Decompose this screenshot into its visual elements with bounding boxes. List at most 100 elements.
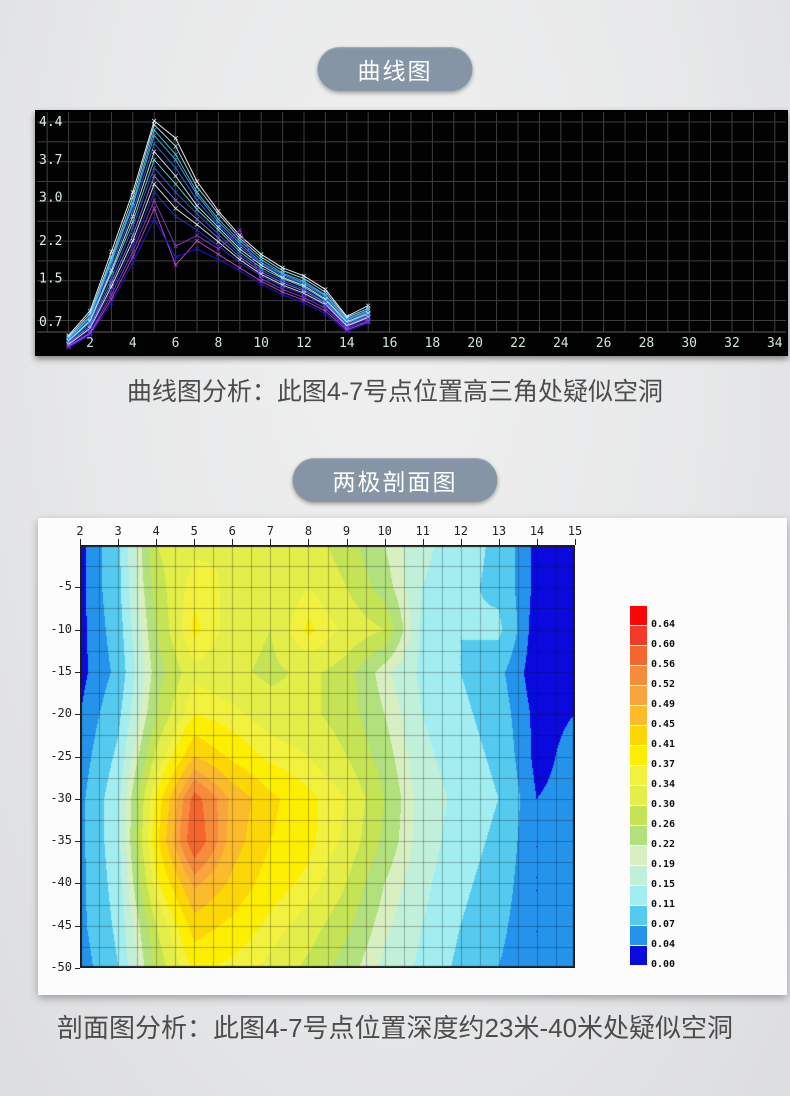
profile-x-tick-label: 14 <box>529 524 545 538</box>
profile-y-tickmark <box>75 756 80 758</box>
legend-swatch <box>630 686 647 705</box>
curve-y-tick-label: 3.7 <box>39 153 62 168</box>
legend-swatch <box>630 666 647 685</box>
profile-y-tick-label: -5 <box>57 579 72 594</box>
profile-x-tick-label: 8 <box>304 524 313 538</box>
profile-x-tick-label: 3 <box>114 524 122 538</box>
curve-series-markers <box>66 173 371 346</box>
curve-x-tick-label: 18 <box>425 336 441 351</box>
curve-x-tick-label: 10 <box>253 336 269 351</box>
profile-y-tickmark <box>75 968 80 969</box>
curve-chart-svg: 4.43.73.02.21.50.72 4 6 8 10 12 14 16 18 20 22 24 26… <box>35 110 788 356</box>
curve-analysis-text: 曲线图分析：此图4-7号点位置高三角处疑似空洞 <box>126 378 664 406</box>
curve-x-tick-label: 30 <box>681 336 697 351</box>
legend-swatch <box>630 786 647 805</box>
profile-y-tickmark <box>75 883 80 885</box>
legend-label: 0.45 <box>651 719 676 730</box>
profile-x-tickmark <box>384 539 386 545</box>
legend-label: 0.22 <box>651 839 676 850</box>
curve-y-tick-label: 2.2 <box>39 234 62 249</box>
profile-x-tick-label: 5 <box>190 524 198 538</box>
curve-x-tick-label: 20 <box>467 336 483 351</box>
profile-y-tickmark <box>75 671 80 673</box>
curve-x-tick-label: 8 <box>214 336 222 351</box>
profile-y-tick-label: -40 <box>50 875 72 890</box>
profile-x-tickmark <box>460 539 462 545</box>
curve-x-tick-label: 28 <box>639 336 655 351</box>
profile-section-badge: 两极剖面图 <box>292 458 498 502</box>
legend-label: 0.41 <box>651 739 676 750</box>
legend-swatch <box>630 806 647 825</box>
profile-x-tickmark <box>575 539 576 545</box>
curve-series-markers <box>66 157 371 344</box>
legend-swatch <box>630 606 647 625</box>
legend-swatch <box>630 646 647 665</box>
curve-series-markers <box>66 181 371 347</box>
profile-x-tickmark <box>498 539 500 545</box>
legend-label: 0.26 <box>651 819 676 830</box>
legend-swatch <box>630 766 647 785</box>
profile-x-tickmark <box>270 539 272 545</box>
curve-y-tick-label: 4.4 <box>39 115 63 130</box>
legend-label: 0.34 <box>651 779 676 790</box>
curve-x-tick-label: 4 <box>129 336 137 351</box>
profile-x-tickmark <box>422 539 424 545</box>
curve-x-tick-label: 16 <box>382 336 398 351</box>
legend-label: 0.60 <box>651 639 676 650</box>
curve-y-tick-label: 1.5 <box>39 272 62 287</box>
profile-x-tick-label: 11 <box>415 524 430 538</box>
profile-x-tickmark <box>308 539 310 545</box>
profile-y-tickmark <box>75 714 80 716</box>
legend-label: 0.37 <box>651 759 676 770</box>
profile-y-tickmark <box>75 841 80 843</box>
profile-y-tick-label: -50 <box>50 960 72 974</box>
profile-x-tick-label: 4 <box>152 524 160 538</box>
profile-y-tick-label: -10 <box>50 621 72 636</box>
curve-series-markers <box>66 118 371 338</box>
profile-y-tickmark <box>75 925 80 927</box>
curve-x-tick-label: 12 <box>296 336 312 351</box>
legend-label: 0.11 <box>651 899 676 910</box>
profile-panel: 2 3 4 5 6 7 8 9 10 11 12 13 14 15 -5 -10 -15 -20 -25 -30 -35… <box>38 518 787 995</box>
legend-label: 0.04 <box>651 939 676 950</box>
legend-label: 0.30 <box>651 799 676 810</box>
profile-x-tick-label: 6 <box>228 524 236 538</box>
legend-swatch <box>630 626 647 645</box>
profile-y-tick-label: -45 <box>50 917 72 932</box>
profile-y-tickmark <box>75 798 80 800</box>
profile-y-tickmark <box>75 629 80 631</box>
profile-x-tickmark <box>194 539 196 545</box>
curve-x-tick-label: 32 <box>724 336 740 351</box>
profile-analysis-text: 剖面图分析：此图4-7号点位置深度约23米-40米处疑似空洞 <box>56 1013 734 1043</box>
contour-plot <box>80 545 575 968</box>
curve-y-tick-label: 0.7 <box>39 315 62 330</box>
curve-x-tick-label: 6 <box>172 336 180 351</box>
legend-swatch <box>630 726 647 745</box>
curve-chart: 4.4 3.7 3.0 2.2 1.5 0.7 2 4 6 8 10 12 14 16 18 20 22 24 26… <box>35 110 788 356</box>
profile-y-tickmark <box>75 587 80 589</box>
profile-x-tickmark <box>232 539 234 545</box>
curve-section-badge: 曲线图 <box>317 47 473 91</box>
legend-label: 0.56 <box>651 659 676 670</box>
profile-x-tick-label: 2 <box>76 524 84 538</box>
profile-y-tick-label: -25 <box>50 748 72 763</box>
profile-y-tick-label: -20 <box>50 706 72 721</box>
profile-y-tick-label: -15 <box>50 663 72 678</box>
curve-y-tick-label: 3.0 <box>39 191 62 206</box>
legend-label: 0.15 <box>651 879 676 890</box>
legend-swatch <box>630 866 647 885</box>
curve-x-tick-label: 24 <box>553 336 569 351</box>
curve-series-markers <box>66 206 371 349</box>
curve-x-tick-label: 2 <box>86 336 94 351</box>
profile-x-tick-label: 13 <box>491 524 507 538</box>
legend-swatch <box>630 906 647 925</box>
legend-swatch <box>630 846 647 865</box>
curve-x-tick-label: 26 <box>596 336 612 351</box>
curve-series-markers <box>66 216 371 351</box>
profile-x-tickmark <box>118 539 120 545</box>
profile-x-tickmark <box>156 539 158 545</box>
legend-swatch <box>630 926 647 945</box>
legend-label: 0.64 <box>651 619 676 630</box>
legend-swatch <box>630 746 647 765</box>
